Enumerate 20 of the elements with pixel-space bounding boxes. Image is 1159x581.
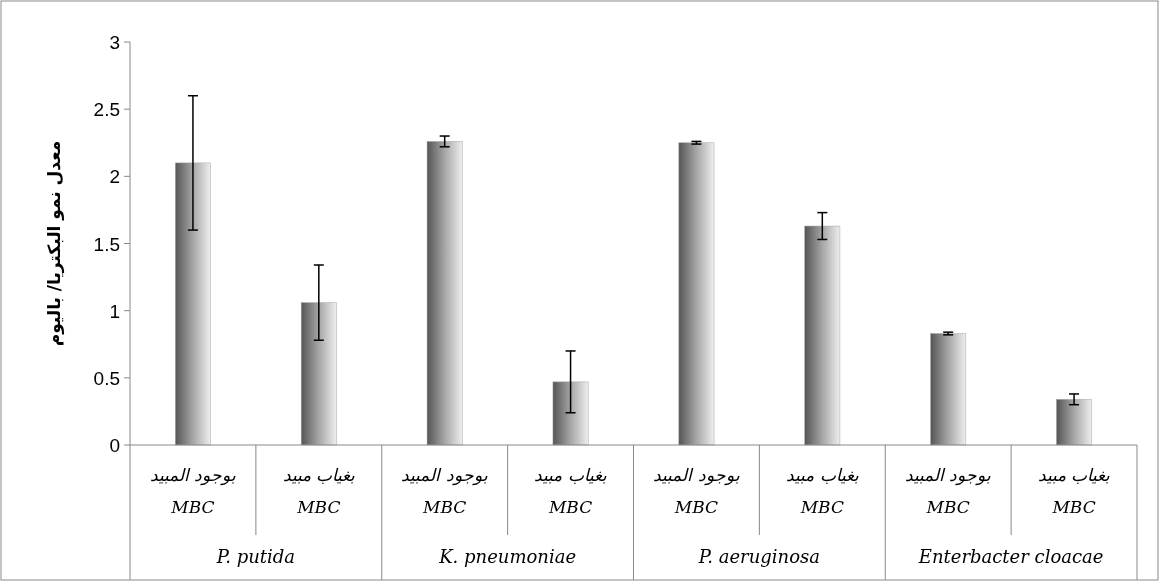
bar [552,381,589,446]
text: K. pneumoniae [438,546,577,567]
bar [175,162,211,446]
bar [1056,399,1092,446]
y-tick-label: 3 [109,32,120,53]
y-tick-label: 1 [109,300,120,322]
bar [678,142,715,446]
bar [426,141,463,446]
y-axis-title: معدل نمو البكتريا/ باليوم [44,140,65,347]
text: Enterbacter cloacae [917,546,1104,567]
y-tick-label: 2.5 [93,99,120,121]
text: P. aeruginosa [697,546,820,567]
y-tick-label: 0.5 [93,367,120,389]
y-tick-label: 0 [109,435,120,456]
y-tick-label: 1.5 [93,233,120,255]
y-tick-label: 2 [109,166,120,188]
bar [804,225,841,446]
text: P. putida [215,546,296,567]
bar [930,333,967,446]
bar [300,302,337,446]
